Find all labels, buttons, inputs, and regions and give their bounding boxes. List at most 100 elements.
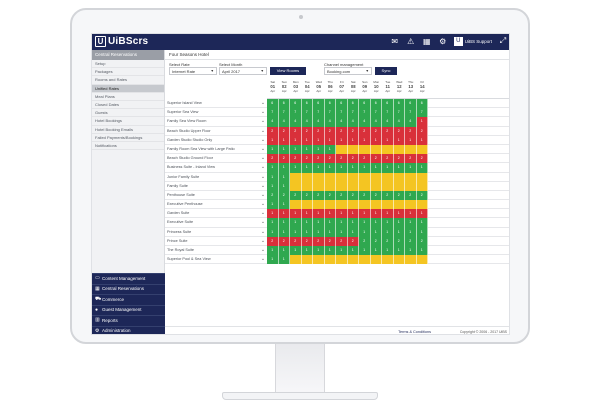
availability-cell[interactable]: 6 [267,99,279,109]
rate-select[interactable]: Internet Rate ▼ [169,67,217,75]
sidebar-item[interactable]: Packages [92,68,164,77]
availability-cell[interactable]: 1 [336,135,348,145]
availability-cell[interactable]: 6 [324,99,336,109]
availability-cell[interactable] [370,172,382,182]
chevron-down-icon[interactable]: ⌄ [260,219,266,226]
module-nav-item[interactable]: ⛟ Commerce [92,294,165,305]
chevron-down-icon[interactable]: ⌄ [260,164,266,171]
availability-cell[interactable]: 1 [416,135,428,145]
availability-cell[interactable]: 1 [370,246,382,256]
availability-cell[interactable]: 1 [301,218,313,228]
availability-cell[interactable]: 1 [324,135,336,145]
availability-cell[interactable] [313,255,325,265]
availability-cell[interactable]: 1 [393,135,405,145]
availability-cell[interactable]: 1 [278,209,290,219]
availability-cell[interactable]: 2 [416,236,428,246]
availability-cell[interactable]: 4 [290,117,302,127]
availability-cell[interactable]: 6 [382,99,394,109]
availability-cell[interactable]: 1 [313,227,325,237]
availability-cell[interactable]: 2 [393,126,405,136]
availability-cell[interactable]: 2 [382,190,394,201]
availability-cell[interactable]: 2 [416,154,428,164]
chevron-down-icon[interactable]: ⌄ [260,237,266,244]
availability-cell[interactable]: 1 [301,135,313,145]
sidebar-item[interactable]: Hotel Bookings [92,117,164,126]
sidebar-item[interactable]: Failed Payments/Bookings [92,134,164,142]
availability-cell[interactable] [393,200,405,210]
chevron-down-icon[interactable]: ⌄ [260,173,266,180]
availability-cell[interactable]: 2 [267,236,279,246]
availability-cell[interactable]: 7 [313,108,325,118]
availability-cell[interactable]: 1 [347,163,359,173]
availability-cell[interactable]: 1 [313,218,325,228]
availability-cell[interactable]: 2 [324,154,336,164]
availability-cell[interactable]: 2 [313,126,325,136]
availability-cell[interactable] [359,144,371,155]
availability-cell[interactable]: 2 [336,236,348,246]
chevron-down-icon[interactable]: ⌄ [260,100,266,106]
availability-cell[interactable] [336,255,348,265]
availability-cell[interactable]: 1 [301,246,313,256]
channel-select[interactable]: Booking.com ▼ [324,67,372,75]
alert-icon[interactable]: ⚠ [407,36,415,46]
availability-cell[interactable]: 4 [370,117,382,127]
availability-cell[interactable]: 2 [278,126,290,136]
availability-cell[interactable]: 1 [290,209,302,219]
availability-cell[interactable] [313,172,325,182]
availability-cell[interactable]: 4 [313,117,325,127]
availability-cell[interactable] [382,144,394,155]
availability-cell[interactable]: 1 [313,209,325,219]
availability-cell[interactable] [301,200,313,210]
availability-cell[interactable]: 7 [267,108,279,118]
availability-cell[interactable]: 1 [278,144,290,155]
availability-cell[interactable]: 2 [267,154,279,164]
availability-cell[interactable] [416,144,428,155]
sidebar-item[interactable]: Unified Rates [92,84,164,93]
availability-cell[interactable]: 1 [278,227,290,237]
availability-cell[interactable]: 7 [370,108,382,118]
availability-cell[interactable] [336,172,348,182]
availability-cell[interactable]: 7 [278,108,290,118]
availability-cell[interactable]: 1 [324,163,336,173]
availability-cell[interactable]: 1 [301,144,313,155]
sync-button[interactable]: Sync [375,67,397,75]
availability-cell[interactable]: 1 [347,227,359,237]
availability-cell[interactable]: 2 [347,190,359,201]
availability-cell[interactable]: 1 [416,117,428,127]
availability-cell[interactable] [416,200,428,210]
availability-cell[interactable]: 6 [301,99,313,109]
availability-cell[interactable]: 6 [416,99,428,109]
availability-cell[interactable]: 1 [324,218,336,228]
availability-cell[interactable]: 2 [347,126,359,136]
availability-cell[interactable]: 1 [267,200,279,210]
availability-cell[interactable]: 1 [370,218,382,228]
availability-cell[interactable]: 1 [278,172,290,182]
availability-cell[interactable] [301,181,313,191]
availability-cell[interactable] [359,200,371,210]
availability-cell[interactable] [416,172,428,182]
availability-cell[interactable] [347,144,359,155]
availability-cell[interactable] [290,255,302,265]
availability-cell[interactable]: 2 [313,154,325,164]
availability-cell[interactable] [370,144,382,155]
availability-cell[interactable]: 1 [393,209,405,219]
availability-cell[interactable]: 1 [313,135,325,145]
availability-cell[interactable]: 2 [267,190,279,201]
availability-cell[interactable]: 2 [324,126,336,136]
availability-cell[interactable]: 2 [336,126,348,136]
availability-cell[interactable] [359,255,371,265]
availability-cell[interactable]: 1 [278,200,290,210]
availability-cell[interactable] [324,172,336,182]
availability-cell[interactable] [313,181,325,191]
availability-cell[interactable]: 1 [359,227,371,237]
availability-cell[interactable]: 1 [267,227,279,237]
availability-cell[interactable]: 4 [278,117,290,127]
availability-cell[interactable]: 1 [416,163,428,173]
availability-cell[interactable]: 1 [324,209,336,219]
availability-cell[interactable]: 1 [393,246,405,256]
availability-cell[interactable]: 4 [324,117,336,127]
availability-cell[interactable] [393,144,405,155]
availability-cell[interactable] [336,144,348,155]
availability-cell[interactable]: 1 [382,163,394,173]
availability-cell[interactable]: 2 [278,236,290,246]
